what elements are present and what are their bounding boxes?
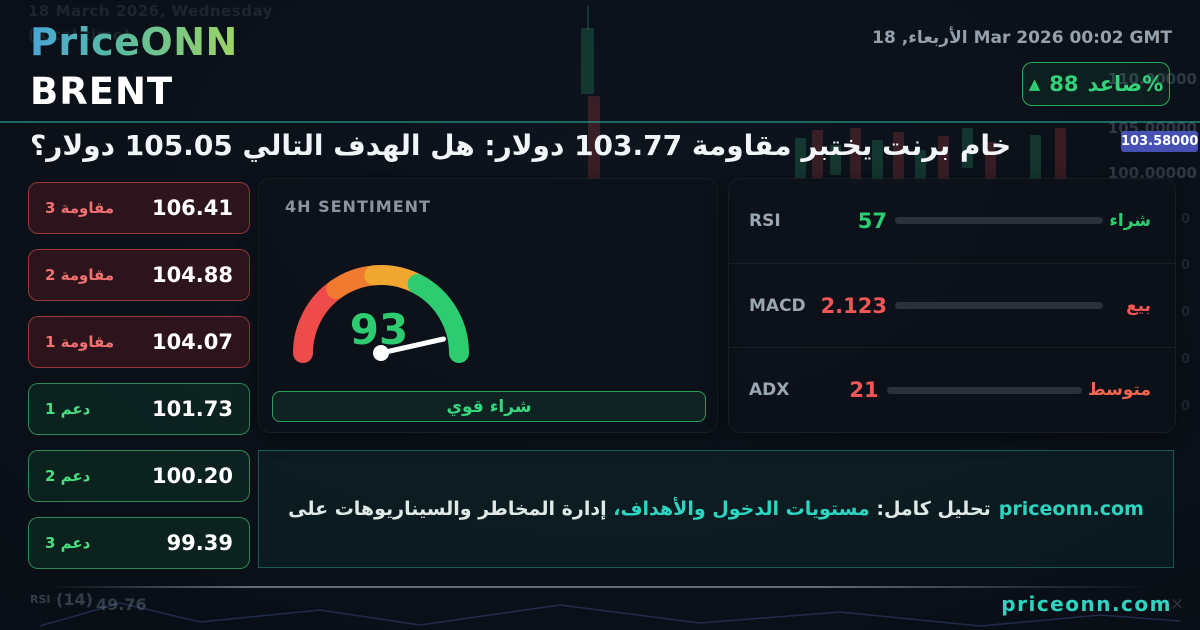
axis-price-110: 110.00000	[1107, 70, 1197, 88]
analysis-middle: إدارة المخاطر والسيناريوهات على	[288, 498, 614, 520]
indicator-row-rsi: RSI 57 شراء	[729, 179, 1175, 263]
level-value: 104.07	[151, 330, 233, 354]
axis-fragment: 0	[1181, 305, 1191, 320]
indicator-name: ADX	[749, 380, 790, 401]
trend-label: صاعد%	[1087, 72, 1164, 96]
symbol-title: BRENT	[30, 70, 174, 113]
level-support-2: دعم 2 100.20	[28, 450, 250, 502]
footer-site-link[interactable]: priceonn.com	[1001, 592, 1172, 616]
indicator-bar	[895, 217, 1103, 225]
footer-divider	[48, 586, 1152, 588]
axis-fragment: 0	[1181, 399, 1191, 414]
indicator-row-adx: ADX 21 متوسط	[729, 347, 1175, 432]
background-date-text: 18 March 2026, Wednesday	[28, 2, 273, 20]
indicators-panel: RSI 57 شراء MACD 2.123 بيع ADX 21 متوسط	[728, 178, 1176, 433]
datetime: 18 الأربعاء, Mar 2026 00:02 GMT	[872, 28, 1172, 48]
sentiment-value: 93	[349, 305, 409, 354]
indicator-value: 57	[857, 208, 887, 233]
up-arrow-icon: ▲	[1028, 75, 1041, 93]
level-value: 106.41	[151, 196, 233, 220]
level-value: 99.39	[166, 531, 233, 555]
rsi-sparkline	[39, 602, 1181, 627]
level-label: مقاومة 2	[45, 266, 115, 284]
indicator-status: بيع	[1126, 295, 1151, 316]
level-support-1: دعم 1 101.73	[28, 383, 250, 435]
indicator-status: متوسط	[1087, 380, 1151, 401]
date-day: 18	[872, 28, 896, 48]
sentiment-panel: 4H SENTIMENT 93 شراء قوي	[258, 178, 718, 433]
analysis-text: تحليل كامل: مستويات الدخول والأهداف، إدا…	[288, 498, 1144, 520]
analysis-prefix: تحليل كامل:	[869, 498, 991, 520]
level-label: مقاومة 1	[45, 333, 115, 351]
level-label: دعم 3	[45, 534, 91, 552]
level-resistance-2: مقاومة 2 104.88	[28, 249, 250, 301]
level-value: 101.73	[151, 397, 233, 421]
headline: خام برنت يختبر مقاومة 103.77 دولار: هل ا…	[30, 129, 1012, 162]
level-value: 104.88	[151, 263, 233, 287]
axis-fragment: 0	[1181, 352, 1191, 367]
gauge-needle	[378, 336, 446, 356]
trend-value: 88	[1049, 72, 1079, 96]
axis-price-100: 100.00000	[1107, 164, 1197, 182]
indicator-name: MACD	[749, 295, 806, 316]
indicator-bar	[886, 386, 1082, 394]
gauge-hub	[373, 345, 389, 361]
sentiment-title: 4H SENTIMENT	[285, 197, 431, 216]
indicator-name: RSI	[749, 210, 781, 231]
indicator-row-macd: MACD 2.123 بيع	[729, 262, 1175, 348]
axis-fragment: 0	[1181, 258, 1191, 273]
sentiment-gauge	[293, 265, 469, 363]
analysis-highlight: مستويات الدخول والأهداف،	[613, 498, 870, 520]
rsi-footer-period: (14)	[56, 590, 93, 609]
level-resistance-3: مقاومة 3 106.41	[28, 182, 250, 234]
indicator-value: 21	[849, 378, 879, 403]
rsi-footer-value: 49.76	[96, 595, 147, 614]
indicator-status: شراء	[1109, 210, 1151, 231]
level-resistance-1: مقاومة 1 104.07	[28, 316, 250, 368]
background-time-text: (local time)	[28, 26, 131, 44]
trend-badge: ▲ 88 صاعد%	[1022, 62, 1170, 106]
rsi-footer-label: RSI	[30, 593, 51, 606]
date-weekday: الأربعاء,	[901, 28, 968, 48]
close-icon: ×	[1170, 594, 1185, 614]
analysis-banner: تحليل كامل: مستويات الدخول والأهداف، إدا…	[258, 450, 1174, 568]
level-value: 100.20	[151, 464, 233, 488]
axis-fragment: 0	[1181, 212, 1191, 227]
levels-list: مقاومة 3 106.41 مقاومة 2 104.88 مقاومة 1…	[28, 182, 250, 569]
current-price-tag: 103.58000	[1121, 131, 1198, 152]
level-label: مقاومة 3	[45, 199, 115, 217]
sentiment-status: شراء قوي	[446, 396, 532, 417]
date-rest: Mar 2026 00:02 GMT	[973, 28, 1172, 48]
chart-price-line	[0, 121, 1200, 123]
logo: PriceONN	[30, 20, 238, 64]
indicator-bar	[895, 302, 1103, 309]
level-label: دعم 2	[45, 467, 91, 485]
analysis-site-link[interactable]: priceonn.com	[998, 498, 1144, 520]
sentiment-status-pill: شراء قوي	[272, 391, 706, 422]
level-support-3: دعم 3 99.39	[28, 517, 250, 569]
level-label: دعم 1	[45, 400, 91, 418]
indicator-value: 2.123	[820, 293, 887, 318]
